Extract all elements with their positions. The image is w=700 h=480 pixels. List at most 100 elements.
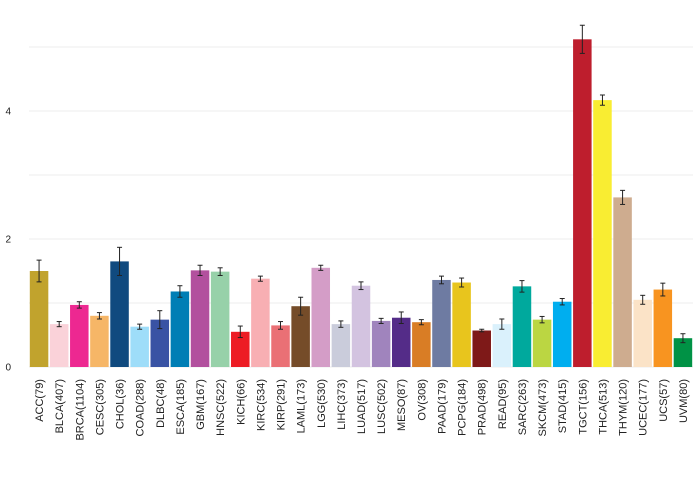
bar: [512, 286, 532, 367]
bar: [371, 320, 391, 367]
bar: [271, 325, 290, 367]
error-bar: [76, 301, 82, 309]
bar: [49, 324, 69, 367]
error-bar: [459, 277, 465, 288]
y-tick-label: 0: [5, 363, 11, 374]
x-tick-label: OV(308): [416, 379, 428, 421]
bar: [190, 270, 210, 367]
error-bar: [157, 310, 163, 330]
x-tick-label: ACC(79): [34, 379, 46, 422]
y-axis-ticks: 0 2 4: [5, 107, 11, 374]
error-bar: [620, 189, 626, 205]
x-tick-label: BRCA(1104): [74, 379, 86, 441]
error-bar: [479, 328, 485, 333]
error-bar: [298, 296, 304, 316]
bar: [351, 285, 371, 367]
x-tick-label: LGG(530): [316, 379, 328, 428]
x-tick-label: PCPG(184): [457, 379, 469, 436]
error-bar: [237, 325, 243, 339]
bar: [210, 271, 230, 367]
error-bar: [438, 275, 444, 285]
error-bar: [36, 259, 42, 283]
bar: [90, 315, 109, 367]
error-bar: [640, 294, 646, 305]
x-tick-label: DLBC(48): [155, 379, 167, 428]
x-tick-label: CHOL(36): [115, 379, 127, 429]
x-tick-label: COAD(288): [135, 379, 147, 436]
x-axis-ticks: ACC(79) BLCA(407) BRCA(1104) CESC(305) CHOL(…: [34, 379, 690, 441]
x-tick-label: SARC(263): [517, 379, 529, 435]
error-bar: [660, 282, 666, 297]
bar: [573, 39, 592, 367]
x-tick-label: BLCA(407): [54, 379, 66, 433]
error-bar: [197, 264, 203, 276]
bar: [552, 301, 572, 367]
error-bar: [177, 285, 183, 298]
bar: [633, 299, 652, 367]
error-bar: [378, 317, 384, 324]
x-tick-label: KIRC(534): [255, 379, 267, 431]
bar: [70, 304, 89, 367]
x-tick-label: PAAD(179): [436, 379, 448, 434]
x-tick-label: GBM(167): [195, 379, 207, 430]
x-tick-label: THCA(513): [597, 379, 609, 435]
x-tick-label: HNSC(522): [215, 379, 227, 436]
error-bar: [539, 315, 545, 324]
x-tick-label: ESCA(185): [175, 379, 187, 435]
y-tick-label: 2: [5, 235, 11, 246]
error-bar: [398, 311, 404, 324]
x-tick-label: LUSC(502): [376, 379, 388, 434]
bar: [653, 289, 673, 367]
x-tick-label: READ(95): [497, 379, 509, 429]
x-tick-label: PRAD(498): [477, 379, 489, 435]
error-bar: [599, 94, 605, 106]
bar: [110, 261, 129, 367]
x-tick-label: MESO(87): [396, 379, 408, 431]
error-bar: [579, 24, 585, 54]
bar: [170, 291, 190, 367]
bar: [412, 322, 431, 367]
error-bar: [217, 267, 223, 276]
error-bar: [338, 320, 344, 328]
error-bar: [358, 281, 364, 291]
x-tick-label: LAML(173): [296, 379, 308, 433]
bar: [29, 271, 49, 367]
bars: [29, 39, 693, 368]
error-bar: [96, 312, 102, 320]
x-tick-label: STAD(415): [557, 379, 569, 433]
error-bar: [117, 246, 123, 276]
error-bar: [278, 321, 284, 330]
x-tick-label: KIRP(291): [276, 379, 288, 430]
bar: [251, 278, 270, 367]
bar: [472, 330, 491, 367]
x-tick-label: LIHC(373): [336, 379, 348, 430]
error-bar: [318, 264, 324, 271]
error-bar: [559, 298, 565, 306]
bar: [231, 331, 250, 367]
bar: [613, 197, 632, 367]
x-tick-label: UCEC(177): [638, 379, 650, 436]
x-tick-label: UVM(80): [678, 379, 690, 423]
bar: [432, 279, 451, 367]
bar: [130, 326, 149, 367]
x-tick-label: LUAD(517): [356, 379, 368, 434]
error-bar: [499, 318, 505, 330]
error-bar: [137, 323, 143, 330]
bar: [331, 324, 351, 367]
bar: [391, 317, 411, 367]
x-tick-label: KICH(66): [235, 379, 247, 425]
error-bar: [680, 333, 686, 344]
x-tick-label: TGCT(156): [577, 379, 589, 435]
error-bar: [257, 275, 263, 282]
error-bar: [519, 280, 525, 293]
error-bars: [36, 24, 686, 344]
bar: [673, 338, 693, 367]
x-tick-label: CESC(305): [94, 379, 106, 435]
bar: [311, 267, 331, 367]
bar: [452, 282, 471, 367]
bar: [593, 100, 612, 368]
x-tick-label: SKCM(473): [537, 379, 549, 436]
bar: [532, 319, 552, 367]
error-bar: [56, 321, 62, 328]
